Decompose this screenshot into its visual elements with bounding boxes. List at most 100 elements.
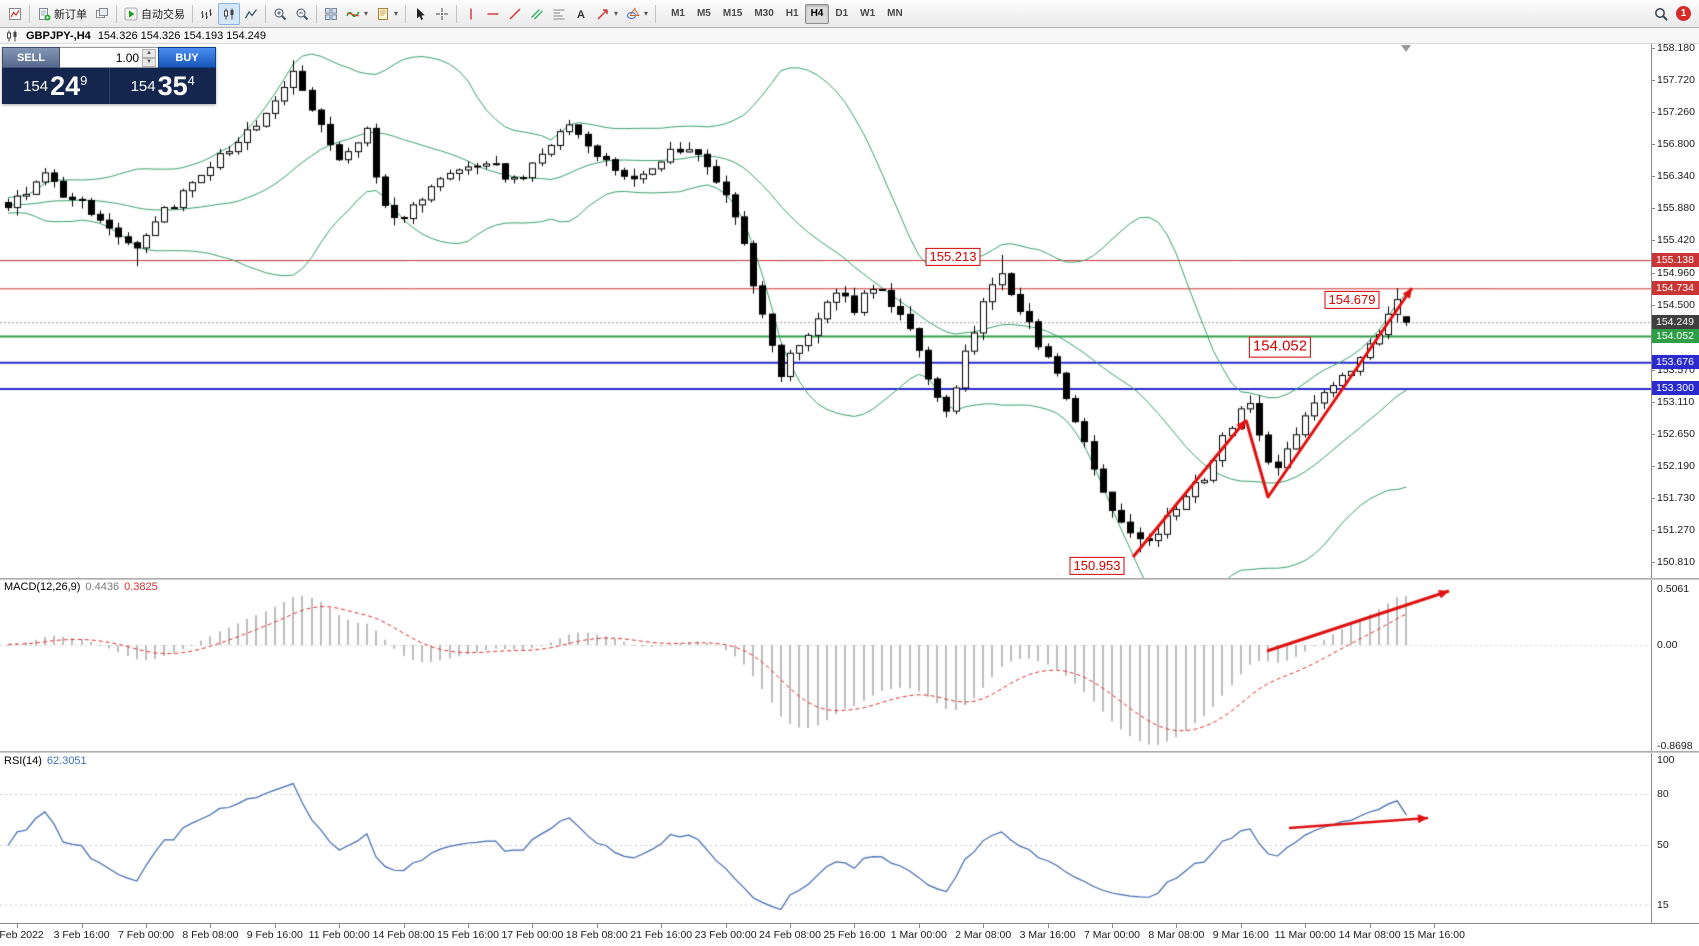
macd-panel-resizer[interactable] (0, 578, 1699, 580)
horizontal-line-button[interactable] (482, 3, 504, 25)
bar-chart-button[interactable] (196, 3, 218, 25)
time-axis-label: 23 Feb 00:00 (694, 929, 757, 941)
rsi-panel-resizer[interactable] (0, 751, 1699, 753)
zoom-out-button[interactable] (291, 3, 313, 25)
time-axis-label: 21 Feb 16:00 (630, 929, 693, 941)
time-axis-label: 3 Mar 16:00 (1019, 929, 1076, 941)
shapes-icon (626, 7, 640, 21)
arrows-button[interactable]: ▾ (592, 3, 622, 25)
timeframe-M1-button[interactable]: M1 (671, 8, 685, 19)
toolbar-buttons: 新订单 自动交易 ▾ ▾ A ▾ ▾ (4, 2, 659, 25)
fibonacci-button[interactable] (548, 3, 570, 25)
vertical-line-button[interactable] (460, 3, 482, 25)
toolbar-separator (456, 4, 458, 23)
timeframe-M30-button[interactable]: M30 (754, 8, 774, 19)
price-axis-label: 155.420 (1657, 234, 1695, 247)
templates-button[interactable]: ▾ (372, 3, 402, 25)
buy-button[interactable]: BUY (158, 47, 216, 68)
price-axis-label: 157.260 (1657, 105, 1695, 118)
zoomin-icon (273, 7, 287, 21)
toolbar-separator (316, 4, 317, 23)
time-axis-tick (725, 924, 727, 928)
volume-stepper: ▲ ▼ (142, 48, 156, 67)
volume-down-icon[interactable]: ▼ (142, 57, 156, 67)
macd-main-value: 0.4436 (85, 581, 120, 593)
time-axis-tick (1047, 924, 1049, 928)
price-axis-tick (1652, 208, 1655, 210)
timeframe-MN-button[interactable]: MN (887, 8, 903, 19)
buy-price-pips: 35 (157, 71, 188, 101)
time-axis-tick (854, 924, 856, 928)
timeframe-M5-button[interactable]: M5 (696, 8, 711, 19)
cursor-icon (413, 7, 427, 21)
rsi-panel-canvas[interactable] (0, 753, 1651, 923)
indicators-button[interactable]: ▾ (342, 3, 372, 25)
price-tag-153.676: 153.676 (1652, 355, 1699, 370)
price-callout-154.679[interactable]: 154.679 (1324, 290, 1380, 310)
macd-scale-label: 0.5061 (1657, 583, 1690, 595)
time-axis-label: 9 Feb 16:00 (246, 929, 303, 941)
price-axis-tick (1652, 433, 1655, 435)
price-axis-label: 153.110 (1657, 395, 1695, 408)
neworder-icon (37, 7, 51, 21)
indicators-icon (346, 7, 360, 21)
time-axis-label: 15 Feb 16:00 (437, 929, 499, 941)
one-click-trading-panel: SELL 1.00 ▲ ▼ BUY 154 24 9 154 35 4 (2, 47, 216, 104)
timeframe-H4-button[interactable]: H4 (804, 3, 830, 24)
price-axis-tick (1652, 272, 1655, 274)
toolbar-separator (265, 4, 266, 23)
new-order-button[interactable]: 新订单 (33, 3, 91, 25)
shapes-button[interactable]: ▾ (622, 3, 652, 25)
profiles-button[interactable] (91, 3, 113, 25)
search-icon[interactable] (1654, 7, 1668, 21)
time-axis-label: 8 Mar 08:00 (1148, 929, 1205, 941)
zoom-in-button[interactable] (269, 3, 291, 25)
candlestick-chart-button[interactable] (218, 2, 240, 25)
timeframe-H1-button[interactable]: H1 (785, 8, 799, 19)
time-axis[interactable]: 2 Feb 2022 3 Feb 16:00 7 Feb 00:00 8 Feb 08… (0, 923, 1699, 946)
time-axis-tick (146, 924, 147, 928)
main-chart-canvas[interactable] (0, 44, 1651, 578)
price-callout-154.052[interactable]: 154.052 (1248, 336, 1312, 358)
toolbar-separator (192, 4, 193, 23)
cursor-button[interactable] (409, 3, 431, 25)
price-axis-label: 154.500 (1657, 298, 1695, 311)
volume-input[interactable]: 1.00 ▲ ▼ (60, 47, 158, 68)
timeframe-W1-button[interactable]: W1 (860, 8, 876, 19)
sell-button[interactable]: SELL (2, 47, 60, 68)
time-axis-tick (1176, 924, 1178, 928)
toolbar-separator (116, 4, 117, 23)
price-axis[interactable]: 158.180 157.720 157.260 156.800 156.340 155.8… (1651, 41, 1699, 923)
rsi-label: RSI(14) (4, 755, 42, 767)
macd-panel-canvas[interactable] (0, 580, 1651, 751)
timeframe-D1-button[interactable]: D1 (835, 8, 849, 19)
equidistant-channel-button[interactable] (526, 3, 548, 25)
market-watch-button[interactable] (4, 3, 26, 25)
dropdown-caret-icon[interactable]: ▾ (364, 9, 369, 18)
text-label-button[interactable]: A (570, 3, 592, 25)
dropdown-caret-icon[interactable]: ▾ (614, 9, 619, 18)
price-axis-tick (1652, 562, 1655, 564)
price-axis-label: 158.180 (1657, 41, 1695, 54)
time-axis-label: 15 Mar 16:00 (1403, 929, 1465, 941)
line-chart-button[interactable] (240, 3, 262, 25)
volume-up-icon[interactable]: ▲ (142, 48, 156, 58)
rsi-header: RSI(14) 62.3051 (4, 755, 87, 767)
dropdown-caret-icon[interactable]: ▾ (394, 9, 399, 18)
timeframe-M15-button[interactable]: M15 (722, 8, 743, 19)
price-axis-label: 155.880 (1657, 202, 1695, 215)
price-callout-150.953[interactable]: 150.953 (1069, 556, 1125, 576)
autotrading-button[interactable]: 自动交易 (120, 3, 189, 25)
notification-badge[interactable]: 1 (1676, 6, 1691, 21)
trendline-button[interactable] (504, 3, 526, 25)
price-callout-155.213[interactable]: 155.213 (925, 247, 981, 267)
time-axis-tick (17, 924, 19, 928)
tile-windows-button[interactable] (320, 3, 342, 25)
price-axis-label: 152.190 (1657, 459, 1695, 472)
crosshair-button[interactable] (431, 3, 453, 25)
time-axis-tick (274, 924, 276, 928)
chart-window-titlebar: GBPJPY-,H4 154.326 154.326 154.193 154.2… (0, 28, 1699, 44)
time-axis-label: 14 Mar 08:00 (1338, 929, 1401, 941)
dropdown-caret-icon[interactable]: ▾ (644, 9, 649, 18)
sell-price-pips: 24 (50, 71, 81, 101)
